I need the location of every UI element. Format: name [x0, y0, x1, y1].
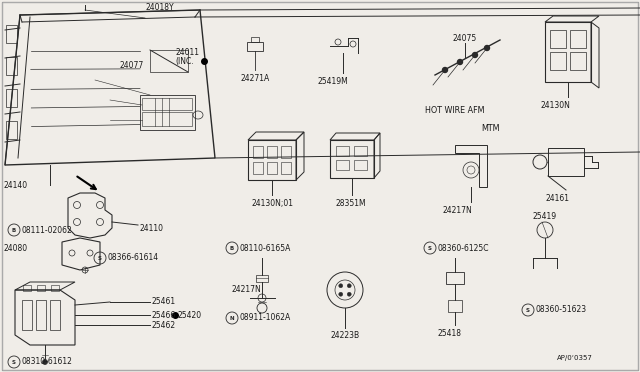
- Text: 08360-51623: 08360-51623: [536, 305, 587, 314]
- Bar: [330, 140, 374, 178]
- Bar: [37, 285, 45, 291]
- Text: AP/0‘0357: AP/0‘0357: [557, 355, 593, 361]
- Text: 24217N: 24217N: [232, 285, 262, 295]
- Text: S: S: [98, 256, 102, 260]
- Bar: [253, 162, 263, 174]
- Circle shape: [348, 284, 351, 288]
- Text: N: N: [230, 315, 234, 321]
- Text: B: B: [12, 228, 16, 232]
- Text: (INC.: (INC.: [175, 57, 194, 65]
- Bar: [36, 300, 46, 330]
- Text: 25419M: 25419M: [317, 77, 348, 86]
- Bar: [6, 89, 17, 107]
- Text: 08366-61614: 08366-61614: [108, 253, 159, 263]
- Circle shape: [339, 284, 343, 288]
- Circle shape: [472, 52, 477, 58]
- Bar: [281, 162, 291, 174]
- Bar: [550, 30, 566, 48]
- Text: 24217N: 24217N: [442, 205, 472, 215]
- Bar: [354, 160, 367, 170]
- Bar: [51, 285, 59, 291]
- Text: S: S: [526, 308, 530, 312]
- Circle shape: [348, 292, 351, 296]
- Bar: [267, 146, 277, 158]
- Text: 24080: 24080: [3, 244, 27, 253]
- Bar: [256, 275, 268, 282]
- Text: 28351M: 28351M: [336, 199, 367, 208]
- Bar: [6, 121, 17, 139]
- Text: 25462: 25462: [152, 321, 176, 330]
- Text: 08360-6125C: 08360-6125C: [438, 244, 490, 253]
- Text: HOT WIRE AFM: HOT WIRE AFM: [425, 106, 484, 115]
- Text: 24011: 24011: [175, 48, 199, 57]
- Text: 24140: 24140: [3, 180, 27, 189]
- Text: S: S: [428, 246, 432, 250]
- Bar: [142, 98, 192, 110]
- Bar: [6, 57, 17, 75]
- Text: 08310-61612: 08310-61612: [22, 357, 73, 366]
- Bar: [354, 146, 367, 156]
- Circle shape: [442, 67, 447, 73]
- Text: 25466: 25466: [152, 311, 176, 320]
- Bar: [548, 148, 584, 176]
- Text: B: B: [230, 246, 234, 250]
- Text: 24161: 24161: [546, 193, 570, 202]
- Text: 08110-6165A: 08110-6165A: [240, 244, 291, 253]
- Bar: [150, 50, 188, 72]
- Circle shape: [458, 60, 463, 64]
- Bar: [448, 300, 462, 312]
- Text: 08111-02062: 08111-02062: [22, 225, 73, 234]
- Text: 24223B: 24223B: [330, 331, 360, 340]
- Bar: [247, 42, 263, 51]
- Bar: [570, 52, 586, 70]
- Text: 24130N: 24130N: [540, 100, 570, 109]
- Bar: [336, 146, 349, 156]
- Circle shape: [42, 359, 47, 365]
- Bar: [550, 52, 566, 70]
- Text: 24110: 24110: [140, 224, 164, 232]
- Text: 24130N;01: 24130N;01: [252, 199, 294, 208]
- Bar: [248, 140, 296, 180]
- Bar: [22, 300, 32, 330]
- Bar: [6, 25, 17, 43]
- Bar: [251, 37, 259, 42]
- Bar: [570, 30, 586, 48]
- Text: 25418: 25418: [438, 328, 462, 337]
- Text: 24271A: 24271A: [241, 74, 269, 83]
- Circle shape: [339, 292, 343, 296]
- Text: 25461: 25461: [152, 298, 176, 307]
- Bar: [267, 162, 277, 174]
- Text: 25420: 25420: [178, 311, 202, 320]
- Bar: [50, 300, 60, 330]
- Bar: [446, 272, 464, 284]
- Text: 24077: 24077: [120, 61, 144, 70]
- Text: 08911-1062A: 08911-1062A: [240, 314, 291, 323]
- Bar: [142, 112, 192, 126]
- Text: 24075: 24075: [453, 33, 477, 42]
- Text: MTM: MTM: [481, 124, 499, 132]
- Bar: [23, 285, 31, 291]
- Circle shape: [484, 45, 490, 51]
- Bar: [281, 146, 291, 158]
- Text: 24018Y: 24018Y: [145, 3, 173, 12]
- Bar: [253, 146, 263, 158]
- Bar: [545, 22, 591, 82]
- Bar: [336, 160, 349, 170]
- Bar: [140, 95, 195, 130]
- Text: S: S: [12, 359, 16, 365]
- Text: 25419: 25419: [533, 212, 557, 221]
